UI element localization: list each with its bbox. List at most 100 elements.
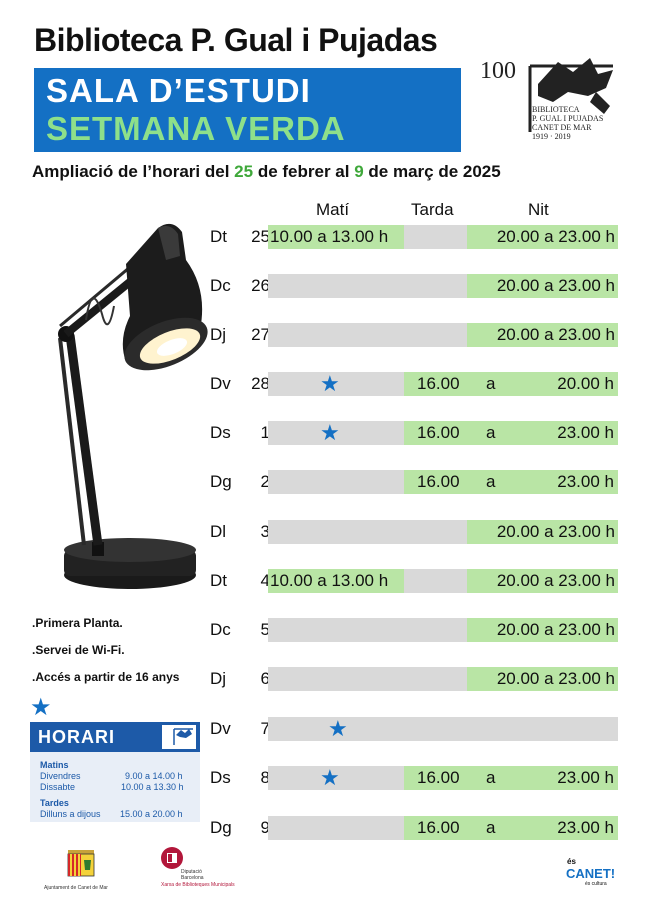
day-number: 6 [260, 669, 270, 688]
day-abbr: Dl [210, 522, 227, 541]
day-number: 28 [251, 374, 270, 393]
day-number: 5 [260, 620, 270, 639]
tarda-cell [404, 520, 467, 544]
horari-matins-day-2: Dissabte [40, 782, 76, 792]
day-number: 8 [260, 768, 270, 787]
tarda-sep: a [486, 818, 496, 837]
library-logo-mini-icon [162, 725, 196, 749]
nit-cell: 20.00 a 23.00 h [467, 569, 618, 593]
day-abbr: Dj [210, 669, 227, 688]
star-icon: ★ [320, 420, 340, 445]
star-icon: ★ [320, 371, 340, 396]
day-number: 3 [260, 522, 270, 541]
day-label: Dl 3 [210, 520, 270, 544]
day-abbr: Dv [210, 719, 231, 738]
day-label: Dj 6 [210, 667, 270, 691]
banner-line-1: SALA D’ESTUDI [46, 72, 311, 109]
tarda-from: 16.00 [417, 768, 460, 787]
tarda-sep: a [486, 374, 496, 393]
ajuntament-text: Ajuntament de Canet de Mar [44, 885, 108, 891]
day-abbr: Dt [210, 571, 227, 590]
day-abbr: Dg [210, 818, 232, 837]
horari-tardes-label: Tardes [40, 798, 69, 808]
canet-logo: CANET! [566, 866, 616, 881]
mati-cell [268, 274, 404, 298]
horari-title: HORARI [38, 727, 115, 747]
banner: SALA D’ESTUDI SETMANA VERDA [34, 68, 461, 152]
day-label: Dt 25 [210, 225, 270, 249]
tarda-sep: a [486, 768, 496, 787]
horari-tardes-hours-1: 15.00 a 20.00 h [120, 809, 183, 819]
mati-cell [268, 323, 404, 347]
day-abbr: Dv [210, 374, 231, 393]
mati-cell [268, 470, 404, 494]
nit-cell: 20.00 a 23.00 h [467, 667, 618, 691]
day-label: Dg 9 [210, 816, 270, 840]
horari-header: HORARI [30, 722, 200, 752]
library-centenary-logo: 100 [480, 58, 613, 132]
day-label: Dc 5 [210, 618, 270, 642]
day-label: Dv 28 [210, 372, 270, 396]
tarda-nit-cell: 16.00 a 23.00 h [404, 816, 618, 840]
star-icon: ★ [320, 765, 340, 790]
tarda-to: 23.00 h [557, 768, 614, 787]
tarda-to: 23.00 h [557, 818, 614, 837]
horari-matins-hours-1: 9.00 a 14.00 h [125, 771, 183, 781]
tarda-nit-cell: 16.00 a 23.00 h [404, 470, 618, 494]
diputacio-text-3: Xarxa de Biblioteques Municipals [161, 882, 235, 888]
nit-cell: 20.00 a 23.00 h [467, 323, 618, 347]
day-label: Dj 27 [210, 323, 270, 347]
tarda-to: 23.00 h [557, 423, 614, 442]
logo-number: 100 [480, 58, 516, 84]
tarda-sep: a [486, 472, 496, 491]
horari-matins-hours-2: 10.00 a 13.30 h [121, 782, 184, 792]
canet-sub-text: és cultura [585, 881, 607, 887]
page-title: Biblioteca P. Gual i Pujadas [34, 22, 438, 58]
tarda-from: 16.00 [417, 374, 460, 393]
star-icon: ★ [328, 716, 348, 741]
tarda-cell [404, 667, 467, 691]
horari-box: HORARI Matins Divendres 9.00 a 14.00 h D… [30, 722, 200, 822]
day-number: 2 [260, 472, 270, 491]
horari-tardes-day-1: Dilluns a dijous [40, 809, 101, 819]
day-label: Ds 8 [210, 766, 270, 790]
mati-cell [268, 667, 404, 691]
closed-cell: ★ [268, 717, 618, 741]
mati-cell: 10.00 a 13.00 h [268, 225, 404, 249]
mati-cell [268, 816, 404, 840]
day-number: 7 [260, 719, 270, 738]
day-number: 26 [251, 276, 270, 295]
day-abbr: Dc [210, 620, 231, 639]
star-icon: ★ [30, 694, 52, 721]
day-abbr: Ds [210, 768, 231, 787]
day-abbr: Dj [210, 325, 227, 344]
canet-es-text: és [567, 857, 576, 866]
dragon-icon [538, 58, 613, 102]
mati-cell: ★ [268, 372, 404, 396]
day-number: 9 [260, 818, 270, 837]
day-number: 25 [251, 227, 270, 246]
column-tarda: Tarda [411, 200, 454, 219]
day-label: Dt 4 [210, 569, 270, 593]
mati-cell: ★ [268, 421, 404, 445]
horari-matins-label: Matins [40, 760, 69, 770]
ajuntament-coat-of-arms-icon [67, 850, 95, 877]
column-nit: Nit [528, 200, 549, 219]
banner-line-2: SETMANA VERDA [46, 110, 346, 147]
day-number: 4 [260, 571, 270, 590]
horari-matins-day-1: Divendres [40, 771, 81, 781]
mati-cell [268, 618, 404, 642]
mati-cell: 10.00 a 13.00 h [268, 569, 404, 593]
tarda-cell [404, 274, 467, 298]
column-mati: Matí [316, 200, 350, 219]
mati-cell [268, 520, 404, 544]
tarda-from: 16.00 [417, 423, 460, 442]
tarda-nit-cell: 16.00 a 23.00 h [404, 421, 618, 445]
tarda-from: 16.00 [417, 818, 460, 837]
day-label: Dg 2 [210, 470, 270, 494]
mati-cell: ★ [268, 766, 404, 790]
nit-cell: 20.00 a 23.00 h [467, 274, 618, 298]
desk-lamp-image [58, 223, 208, 589]
tarda-to: 23.00 h [557, 472, 614, 491]
diputacio-text-1: Diputació [181, 869, 202, 875]
